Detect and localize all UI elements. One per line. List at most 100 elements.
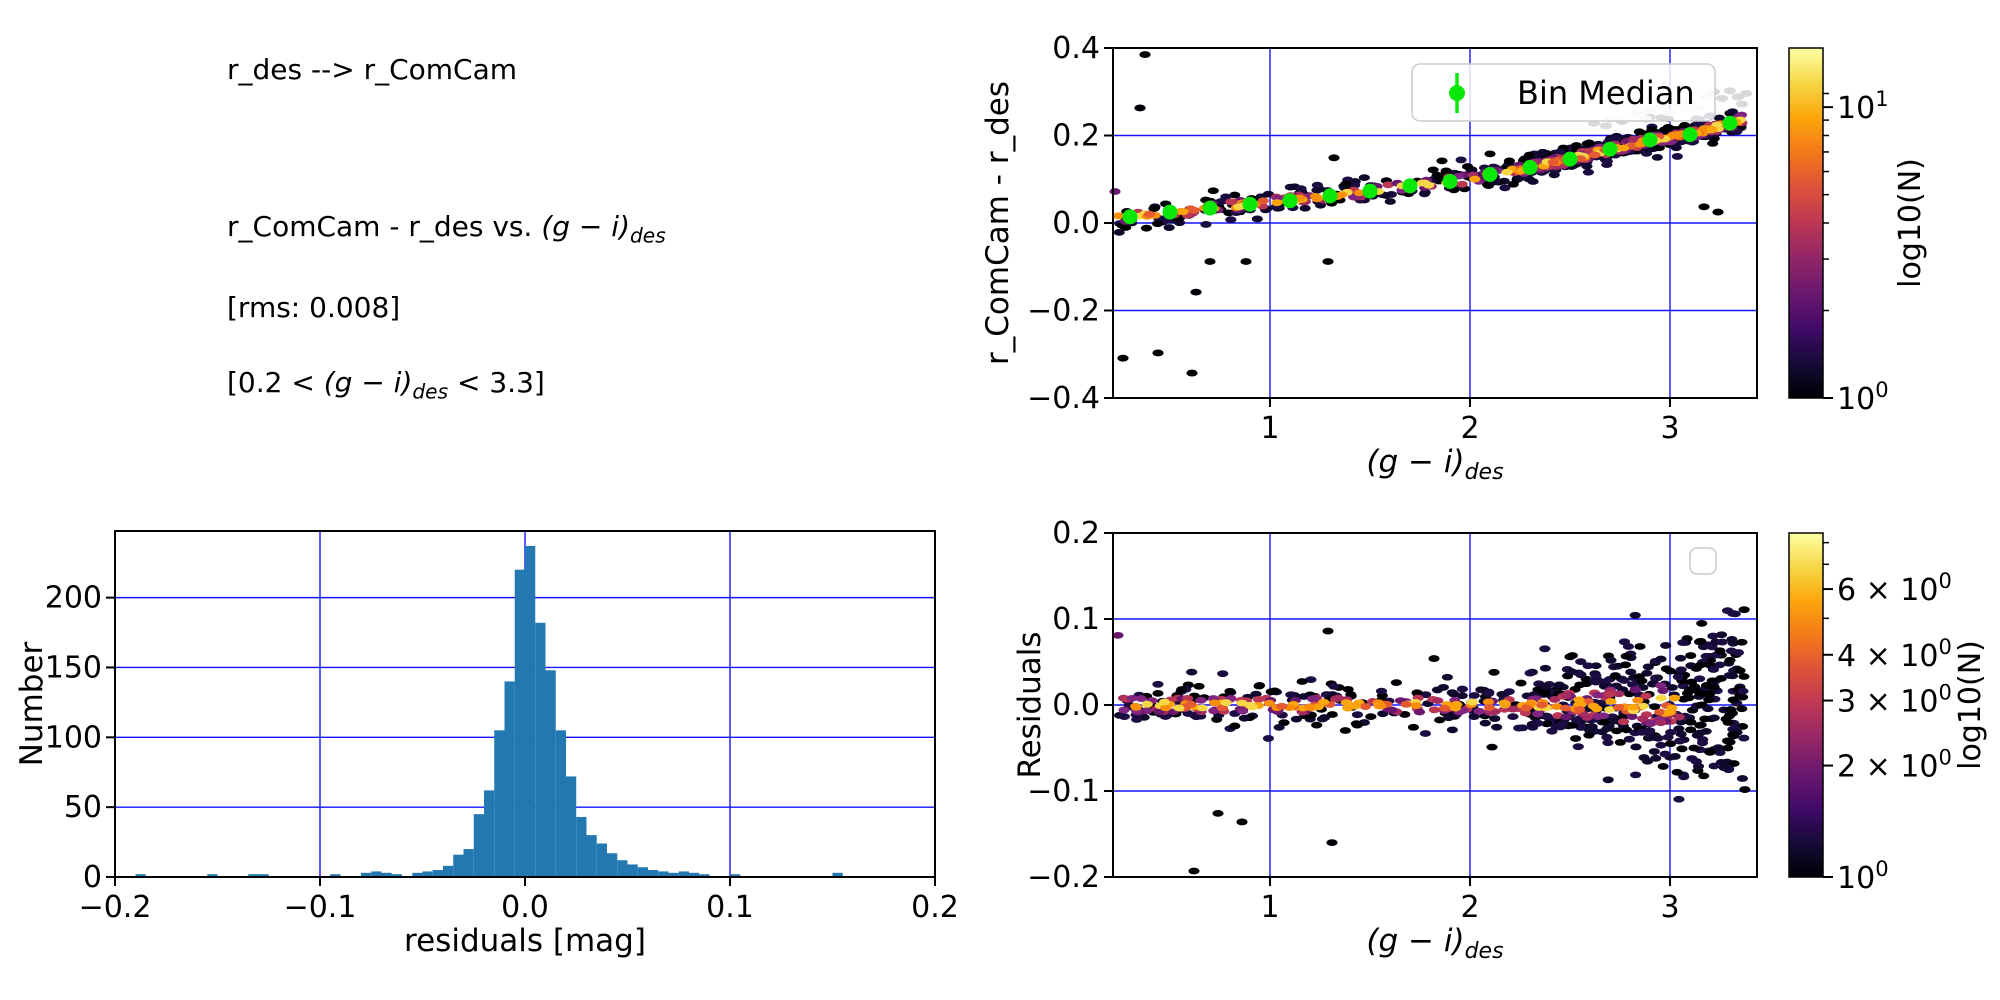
- hexbin-point: [1738, 734, 1750, 742]
- hexbin-point: [1736, 705, 1748, 713]
- hexbin-point: [1208, 699, 1221, 707]
- bin-median-point: [1482, 166, 1498, 182]
- hexbin-point: [1299, 204, 1311, 212]
- hexbin-point: [1583, 731, 1595, 739]
- hexbin-point: [1712, 208, 1724, 216]
- hexbin-point: [1630, 743, 1642, 751]
- hexbin-point: [1693, 120, 1705, 128]
- hexbin-point: [1738, 606, 1750, 614]
- hexbin-point: [1295, 185, 1307, 193]
- histogram-bar: [412, 872, 423, 877]
- hexbin-point: [1601, 733, 1613, 741]
- histogram-bar: [678, 871, 689, 877]
- residual-scatter-plot: 1 2 3 0.2 0.1 0.0 −0.1 −0.2 (g − i)des Residuals: [1012, 516, 1758, 964]
- hexbin-point: [1738, 673, 1750, 680]
- hexbin-point: [1581, 162, 1593, 170]
- hexbin-point: [1541, 720, 1553, 728]
- panel-rms: [rms: 0.008]: [227, 291, 401, 324]
- colorbar-tick-label: 100: [1837, 857, 1889, 896]
- hexbin-point: [1217, 670, 1229, 678]
- hexbin-point: [1461, 163, 1474, 170]
- hexbin-point: [1118, 713, 1131, 720]
- hexbin-point: [1570, 716, 1583, 724]
- hexbin-point: [1655, 655, 1667, 663]
- hexbin-point: [1195, 696, 1207, 704]
- panel-range-prefix: [0.2 <: [227, 366, 324, 399]
- hexbin-point: [1359, 703, 1372, 710]
- hexbin-point: [1618, 677, 1630, 684]
- panel-range-suffix: < 3.3]: [448, 366, 545, 399]
- hexbin-point: [1638, 754, 1650, 761]
- hexbin-point: [1649, 703, 1661, 710]
- hexbin-point: [1531, 710, 1544, 718]
- histogram-bar: [463, 849, 474, 877]
- hexbin-point: [1432, 697, 1444, 705]
- hexbin-point: [1590, 678, 1602, 686]
- hexbin-point: [1433, 173, 1446, 181]
- histogram-bar: [525, 545, 536, 877]
- histogram-bar: [258, 874, 269, 877]
- x-tick-label: 2: [1460, 890, 1479, 925]
- hexbin-point: [1527, 178, 1539, 185]
- hexbin-point: [1469, 175, 1481, 183]
- hexbin-point: [1582, 662, 1594, 670]
- hexbin-point: [1539, 683, 1551, 690]
- hexbin-point: [1581, 714, 1593, 721]
- hexbin-point: [1173, 704, 1185, 712]
- hexbin-point: [1251, 215, 1263, 223]
- gi-math-label: (g − i): [541, 210, 630, 243]
- hexbin-point: [1276, 702, 1288, 710]
- hexbin-point: [1506, 705, 1519, 713]
- hexbin-point: [1685, 652, 1697, 659]
- histogram-bar: [668, 872, 679, 877]
- hexbin-point: [1650, 754, 1662, 762]
- hexbin-point: [1699, 715, 1711, 723]
- hexbin-point: [1696, 619, 1708, 627]
- hexbin-point: [1375, 702, 1387, 710]
- hexbin-point: [1112, 631, 1124, 639]
- hexbin-point: [1570, 735, 1582, 742]
- overflow-point: [1600, 122, 1612, 130]
- hexbin-point: [1483, 704, 1496, 711]
- hexbin-point: [1596, 728, 1608, 736]
- hexbin-point: [1582, 168, 1594, 176]
- hexbin-point: [1669, 753, 1681, 760]
- hexbin-point: [1441, 673, 1453, 681]
- hexbin-point: [1273, 723, 1285, 731]
- hexbin-point: [1677, 639, 1689, 647]
- hexbin-point: [1503, 688, 1515, 696]
- y-tick-label: 100: [45, 720, 102, 755]
- hexbin-point: [1312, 703, 1324, 711]
- hexbin-point: [1384, 198, 1396, 205]
- hexbin-point: [1549, 696, 1561, 703]
- hexbin-point: [1573, 706, 1586, 713]
- hexbin-point: [1620, 652, 1632, 660]
- hexbin-point: [1503, 157, 1516, 165]
- hexbin-point: [1284, 183, 1297, 191]
- hexbin-point: [1663, 709, 1676, 716]
- hexbin-point: [1559, 704, 1572, 712]
- hexbin-point: [1560, 713, 1572, 721]
- x-axis-label: (g − i)des: [1366, 444, 1503, 485]
- hexbin-point: [1707, 632, 1719, 640]
- hexbin-point: [1655, 682, 1667, 690]
- hexbin-point: [1140, 224, 1153, 232]
- hexbin-point: [1726, 108, 1739, 116]
- x-tick-label: 0.0: [501, 890, 549, 925]
- histogram-bar: [453, 854, 464, 877]
- overflow-point: [1736, 100, 1748, 108]
- y-tick-label: 50: [64, 790, 102, 825]
- hexbin-point: [1718, 764, 1730, 772]
- hexbin-point: [1696, 739, 1709, 747]
- overflow-point: [1724, 87, 1736, 95]
- hexbin-point: [1141, 700, 1153, 708]
- hexbin-point: [1722, 744, 1734, 752]
- hexbin-point: [1443, 714, 1455, 722]
- hexbin-point: [1185, 700, 1197, 708]
- y-tick-label: −0.2: [1027, 860, 1100, 895]
- histogram-bar: [371, 871, 382, 877]
- histogram-bar: [135, 874, 146, 877]
- hexbin-point: [1296, 678, 1308, 685]
- hexbin-point: [1651, 153, 1663, 161]
